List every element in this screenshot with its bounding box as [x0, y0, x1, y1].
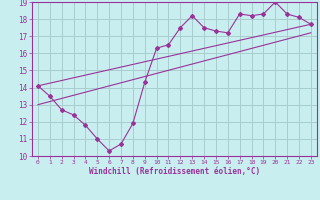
- X-axis label: Windchill (Refroidissement éolien,°C): Windchill (Refroidissement éolien,°C): [89, 167, 260, 176]
